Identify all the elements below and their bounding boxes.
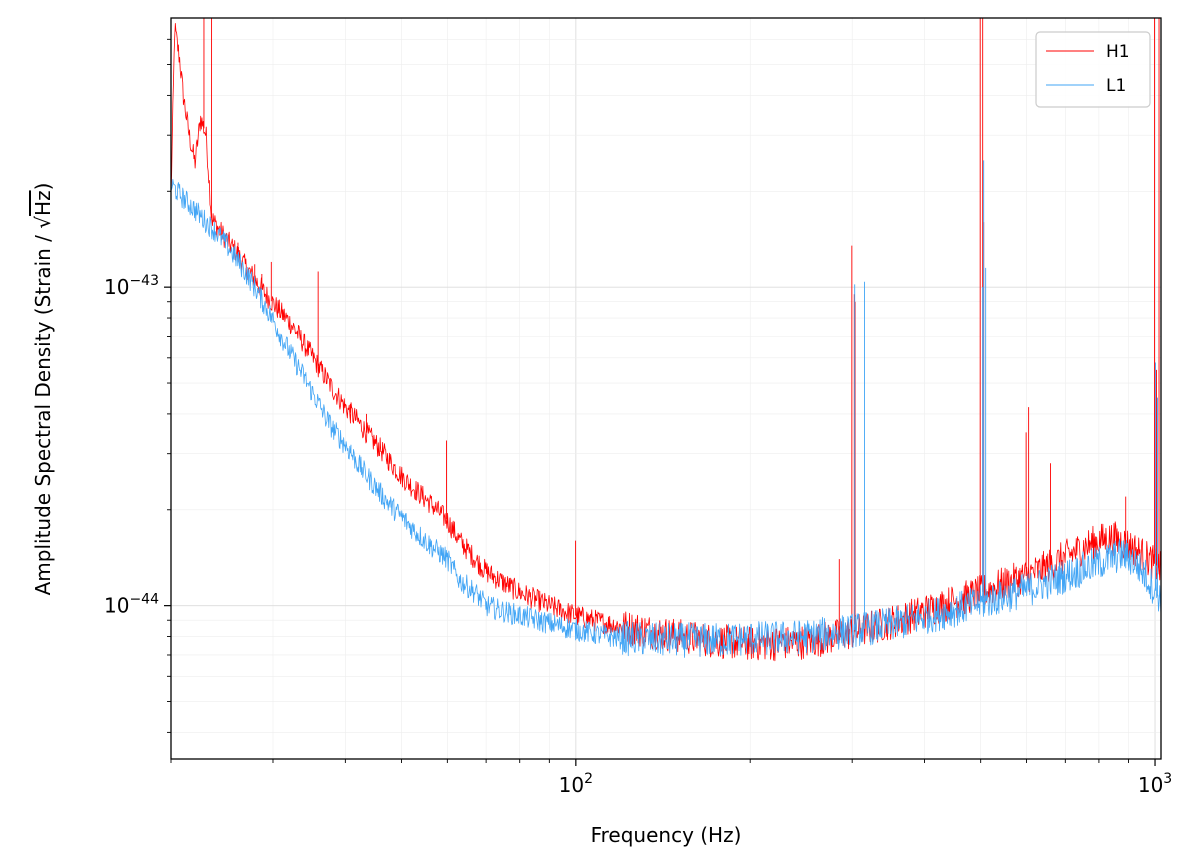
x-tick-label: 102 bbox=[559, 771, 593, 797]
legend-label-l1: L1 bbox=[1106, 76, 1126, 96]
sqrt-symbol: √ bbox=[31, 216, 55, 229]
grid bbox=[170, 18, 1161, 759]
plot-area bbox=[171, 18, 1161, 759]
plot-frame bbox=[170, 17, 1162, 760]
y-axis-label-suffix: ) bbox=[31, 183, 55, 191]
y-axis-label: Amplitude Spectral Density (Strain / √Hz… bbox=[31, 183, 55, 596]
ticks: 102 103 10−44 10−43 bbox=[104, 38, 1172, 797]
legend-label-h1: H1 bbox=[1106, 42, 1130, 62]
series-layer bbox=[171, 18, 1161, 662]
y-axis-label-group: Amplitude Spectral Density (Strain / √Hz… bbox=[31, 183, 55, 596]
series-line-l1 bbox=[171, 179, 1161, 658]
legend-box bbox=[1035, 31, 1151, 108]
x-tick-label: 103 bbox=[1138, 771, 1172, 797]
x-axis-label: Frequency (Hz) bbox=[591, 823, 742, 847]
legend: H1 L1 bbox=[1035, 31, 1151, 108]
y-axis-label-unit: Hz bbox=[31, 190, 55, 216]
y-axis-label-prefix: Amplitude Spectral Density (Strain / bbox=[31, 229, 55, 596]
y-tick-label: 10−44 bbox=[104, 592, 159, 618]
y-tick-label: 10−43 bbox=[104, 273, 159, 299]
